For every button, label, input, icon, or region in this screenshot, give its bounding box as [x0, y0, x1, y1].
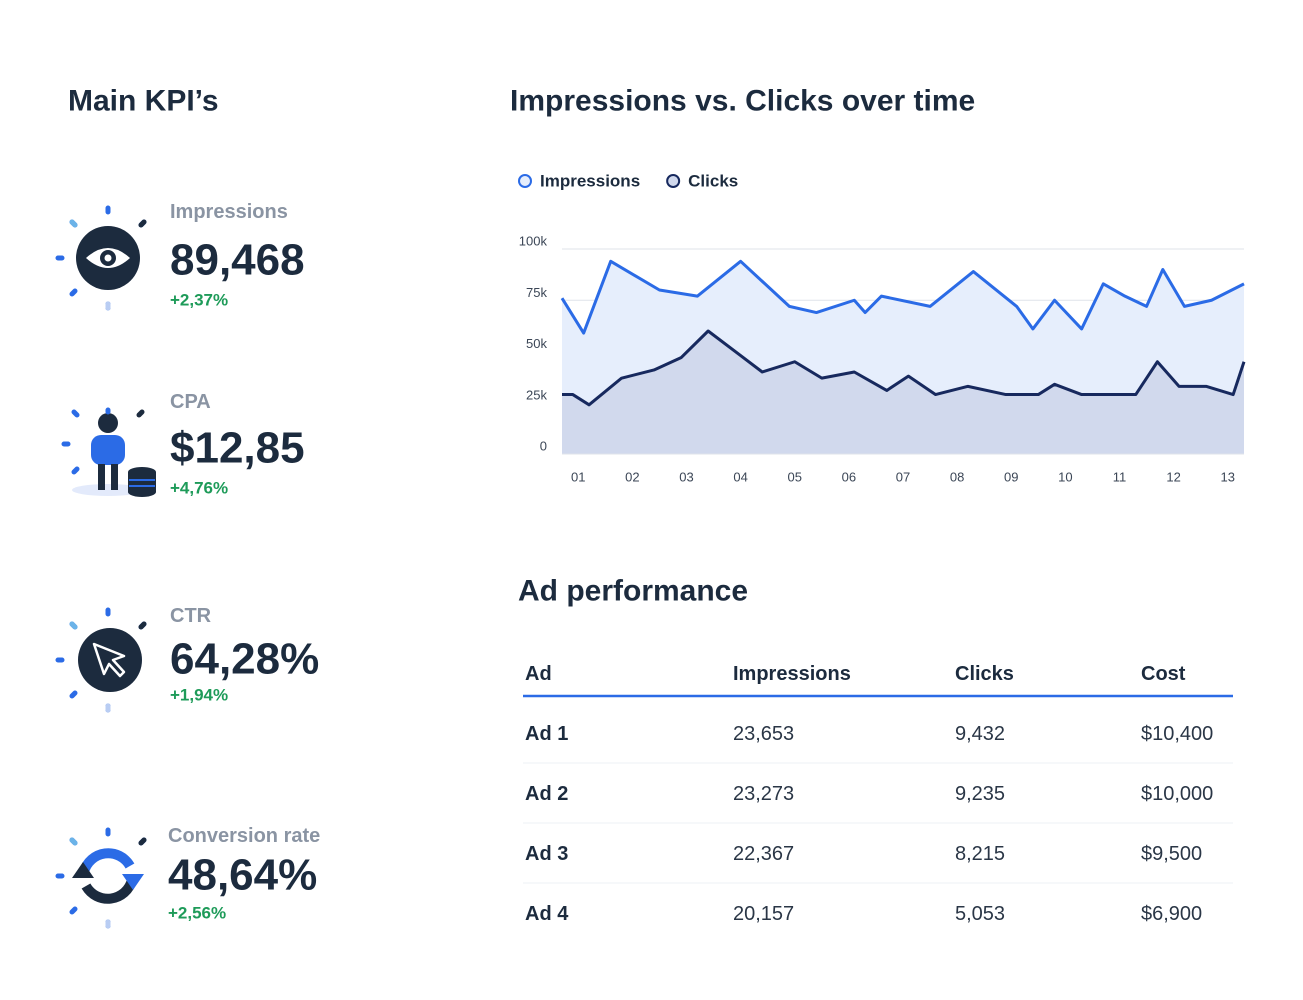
kpi-label: Impressions: [170, 201, 288, 223]
table-cell: $6,900: [1141, 903, 1202, 925]
table-cell: Ad 3: [525, 843, 568, 865]
y-tick-label: 100k: [519, 234, 548, 249]
table-cell: 9,432: [955, 723, 1005, 745]
table-cell: 23,273: [733, 783, 794, 805]
icon-rays: [55, 205, 147, 929]
table-cell: 8,215: [955, 843, 1005, 865]
line: [562, 329, 1246, 407]
legend-marker[interactable]: [666, 174, 681, 188]
chart-title: Impressions vs. Clicks over time: [510, 85, 975, 118]
kpi-change: +4,76%: [170, 479, 228, 498]
x-tick-label: 05: [788, 470, 802, 485]
kpi-value: 48,64%: [168, 851, 317, 900]
legend-label: Impressions: [540, 172, 640, 191]
x-tick-label: 04: [733, 470, 747, 485]
x-tick-label: 03: [679, 470, 693, 485]
table-cell: 22,367: [733, 843, 794, 865]
x-tick-label: 10: [1058, 470, 1072, 485]
kpi-label: CPA: [170, 391, 211, 413]
table-header: Impressions: [733, 663, 851, 685]
table-cell: Ad 4: [525, 903, 569, 925]
kpi-change: +1,94%: [170, 686, 228, 705]
x-tick-label: 11: [1113, 470, 1127, 485]
table-cell: $10,400: [1141, 723, 1213, 745]
kpi-value: 64,28%: [170, 635, 319, 684]
table-cell: Ad 2: [525, 783, 568, 805]
table-cell: $10,000: [1141, 783, 1213, 805]
x-tick-label: 02: [625, 470, 639, 485]
line: [560, 259, 1245, 335]
kpi-title: Main KPI’s: [68, 85, 219, 118]
table-header: Cost: [1141, 663, 1186, 685]
y-tick-label: 50k: [526, 336, 547, 351]
table-cell: Ad 1: [525, 723, 568, 745]
kpi-change: +2,37%: [170, 291, 228, 310]
table-cell: 23,653: [733, 723, 794, 745]
table-cell: 9,235: [955, 783, 1005, 805]
x-tick-label: 06: [842, 470, 856, 485]
table-header: Clicks: [955, 663, 1014, 685]
kpi-label: CTR: [170, 605, 212, 627]
kpi-value: $12,85: [170, 424, 305, 473]
x-tick-label: 13: [1221, 470, 1235, 485]
kpi-change: +2,56%: [168, 904, 226, 923]
x-tick-label: 08: [950, 470, 964, 485]
y-tick-label: 25k: [526, 387, 547, 402]
legend-label: Clicks: [688, 172, 738, 191]
x-tick-label: 07: [896, 470, 910, 485]
legend-marker[interactable]: [518, 174, 532, 188]
x-tick-label: 12: [1166, 470, 1180, 485]
y-tick-label: 0: [540, 439, 547, 454]
x-tick-label: 09: [1004, 470, 1018, 485]
table-cell: $9,500: [1141, 843, 1202, 865]
area: [562, 331, 1244, 454]
icon-eye: [76, 226, 140, 290]
table-header: Ad: [525, 663, 552, 685]
table-cell: 20,157: [733, 903, 794, 925]
table-cell: 5,053: [955, 903, 1005, 925]
icon-person: [72, 413, 156, 497]
x-tick-label: 01: [571, 470, 585, 485]
icon-cursor: [78, 628, 142, 692]
y-tick-label: 75k: [526, 285, 547, 300]
kpi-value: 89,468: [170, 236, 305, 285]
kpi-label: Conversion rate: [168, 825, 320, 847]
icon-cycle: [72, 848, 144, 904]
table-title: Ad performance: [518, 575, 748, 608]
